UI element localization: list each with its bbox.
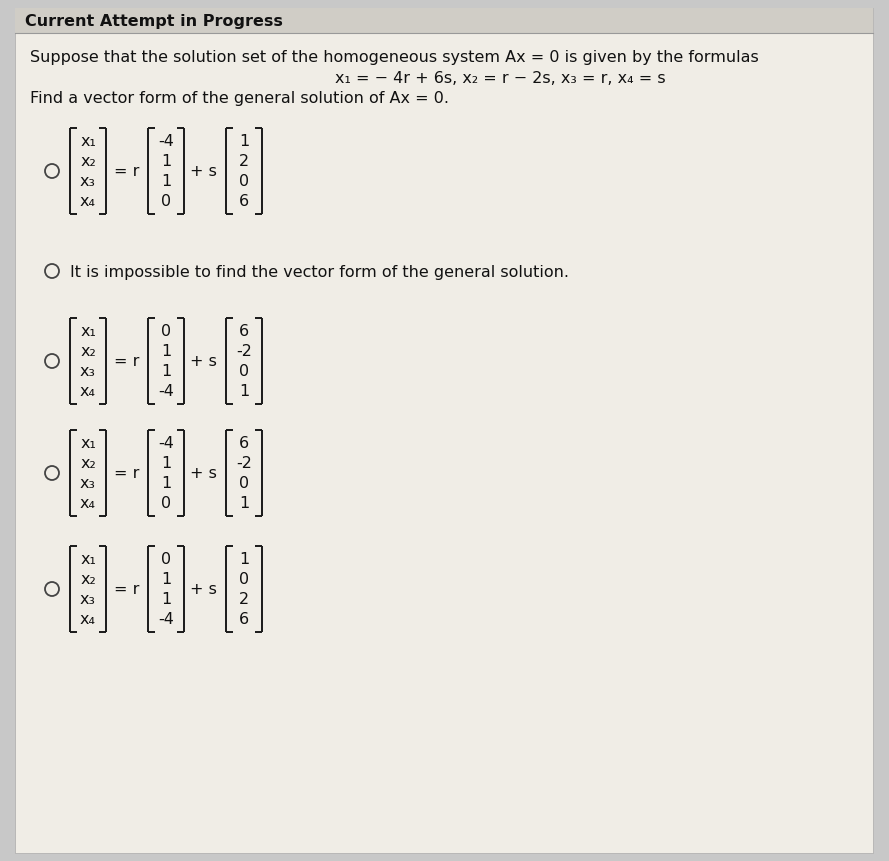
Text: + s: + s — [190, 466, 217, 481]
Text: 1: 1 — [161, 174, 171, 189]
Text: -2: -2 — [236, 456, 252, 471]
Text: 1: 1 — [239, 384, 249, 399]
Text: 1: 1 — [161, 344, 171, 359]
Text: x₂: x₂ — [80, 572, 96, 587]
Text: x₁: x₁ — [80, 324, 96, 339]
Text: 0: 0 — [161, 324, 171, 339]
Text: 2: 2 — [239, 592, 249, 607]
Text: + s: + s — [190, 164, 217, 179]
Text: Current Attempt in Progress: Current Attempt in Progress — [25, 14, 283, 28]
Text: 0: 0 — [161, 195, 171, 209]
Text: 6: 6 — [239, 195, 249, 209]
Text: 1: 1 — [239, 496, 249, 511]
Text: x₃: x₃ — [80, 476, 96, 491]
Text: -4: -4 — [158, 134, 174, 149]
Text: 1: 1 — [239, 134, 249, 149]
Text: x₁ = − 4r + 6s, x₂ = r − 2s, x₃ = r, x₄ = s: x₁ = − 4r + 6s, x₂ = r − 2s, x₃ = r, x₄ … — [334, 71, 665, 85]
Text: -2: -2 — [236, 344, 252, 359]
Text: x₂: x₂ — [80, 456, 96, 471]
Text: -4: -4 — [158, 612, 174, 627]
Text: 1: 1 — [161, 154, 171, 170]
Text: 0: 0 — [239, 476, 249, 491]
Text: + s: + s — [190, 582, 217, 597]
Text: 0: 0 — [239, 174, 249, 189]
Text: -4: -4 — [158, 384, 174, 399]
Text: x₃: x₃ — [80, 592, 96, 607]
Text: x₄: x₄ — [80, 384, 96, 399]
Text: + s: + s — [190, 354, 217, 369]
Text: x₂: x₂ — [80, 344, 96, 359]
Text: 2: 2 — [239, 154, 249, 170]
Text: x₄: x₄ — [80, 195, 96, 209]
Text: -4: -4 — [158, 436, 174, 451]
Text: x₄: x₄ — [80, 496, 96, 511]
Text: 1: 1 — [239, 552, 249, 567]
Text: 0: 0 — [161, 496, 171, 511]
Text: 1: 1 — [161, 572, 171, 587]
Text: 1: 1 — [161, 456, 171, 471]
Text: Suppose that the solution set of the homogeneous system Ax = 0 is given by the f: Suppose that the solution set of the hom… — [30, 49, 758, 65]
Text: 0: 0 — [239, 364, 249, 379]
Text: It is impossible to find the vector form of the general solution.: It is impossible to find the vector form… — [70, 264, 569, 279]
Text: x₁: x₁ — [80, 552, 96, 567]
Text: = r: = r — [114, 354, 140, 369]
Text: 1: 1 — [161, 364, 171, 379]
FancyBboxPatch shape — [15, 9, 873, 853]
Text: 0: 0 — [161, 552, 171, 567]
Text: 1: 1 — [161, 592, 171, 607]
Text: 6: 6 — [239, 612, 249, 627]
Text: 0: 0 — [239, 572, 249, 587]
Text: 6: 6 — [239, 324, 249, 339]
Text: = r: = r — [114, 466, 140, 481]
Text: 1: 1 — [161, 476, 171, 491]
Text: x₃: x₃ — [80, 364, 96, 379]
Text: x₁: x₁ — [80, 134, 96, 149]
Text: Find a vector form of the general solution of Ax = 0.: Find a vector form of the general soluti… — [30, 91, 449, 107]
Text: = r: = r — [114, 164, 140, 179]
Text: = r: = r — [114, 582, 140, 597]
Text: 6: 6 — [239, 436, 249, 451]
Text: x₃: x₃ — [80, 174, 96, 189]
Text: x₄: x₄ — [80, 612, 96, 627]
Text: x₁: x₁ — [80, 436, 96, 451]
Text: x₂: x₂ — [80, 154, 96, 170]
FancyBboxPatch shape — [15, 9, 873, 34]
